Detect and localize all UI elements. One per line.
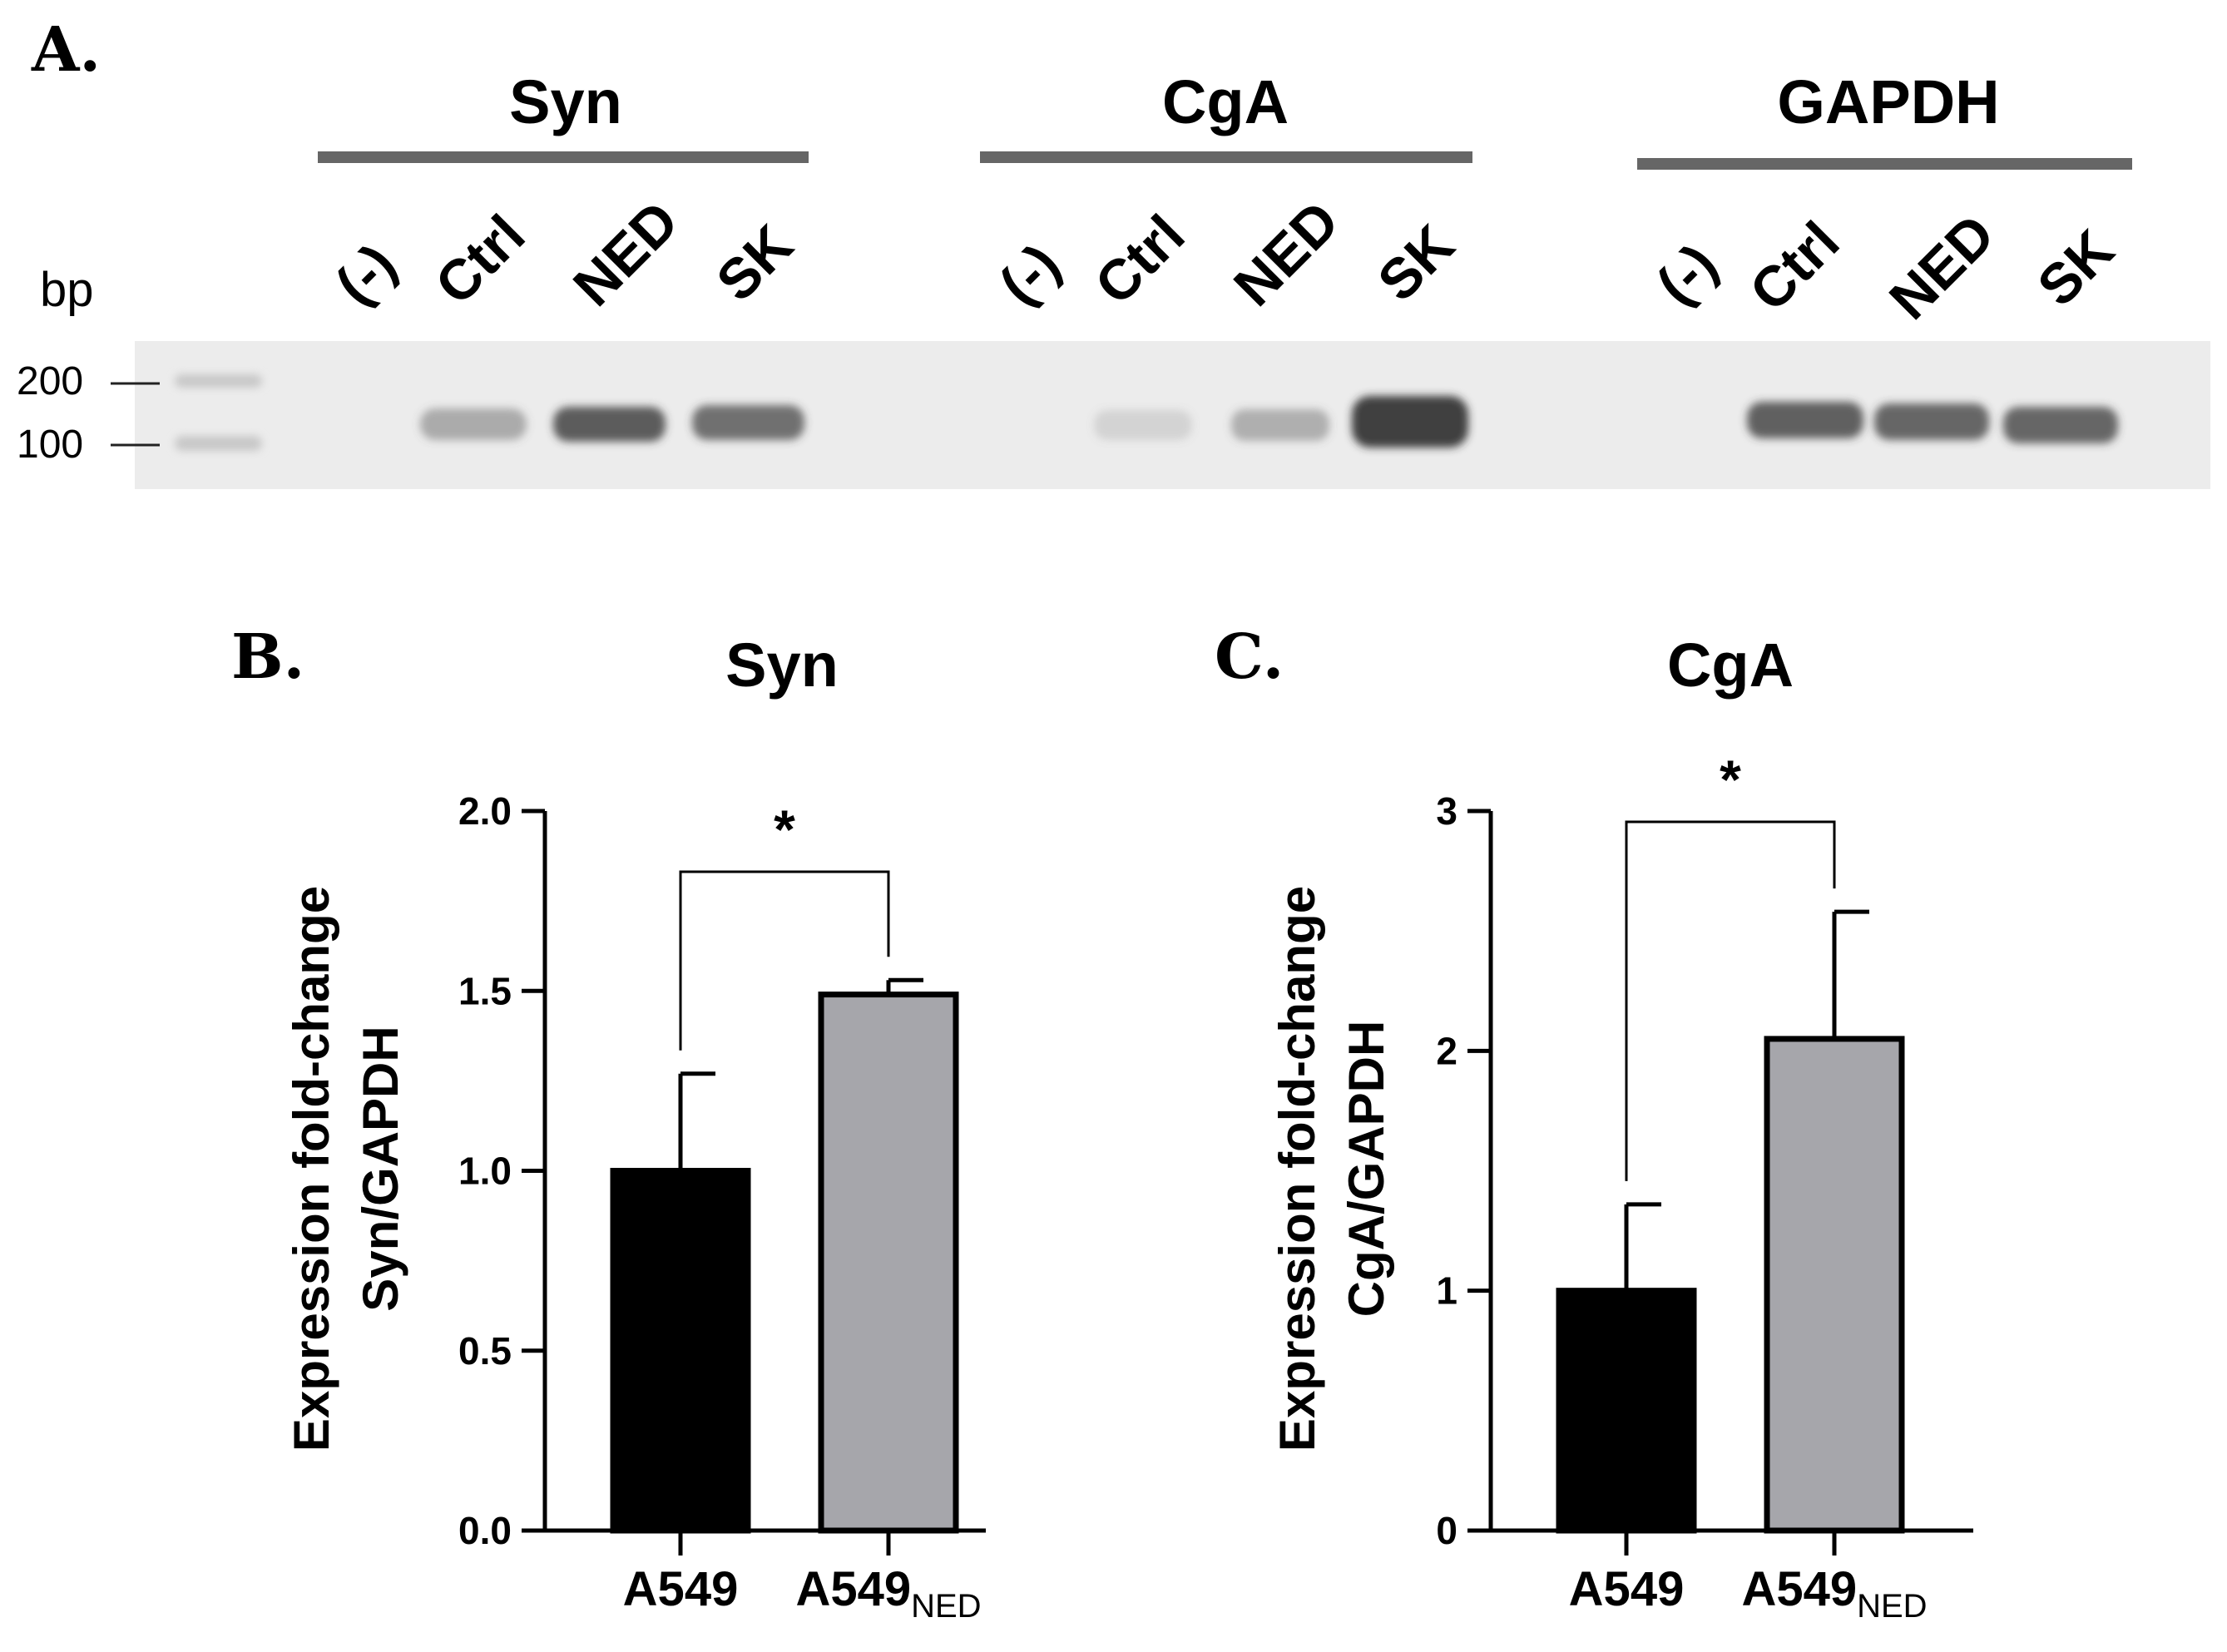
lane-label: NED bbox=[1878, 202, 2007, 331]
x-tick-label: A549NED bbox=[795, 1562, 981, 1625]
group-bar bbox=[980, 151, 1472, 163]
y-tick-label: 1 bbox=[1436, 1269, 1457, 1313]
x-tick-label: A549 bbox=[623, 1562, 739, 1616]
lane-label: Ctrl bbox=[1083, 203, 1197, 317]
panel-b-label: B. bbox=[231, 621, 304, 693]
ladder-band-200 bbox=[175, 374, 262, 388]
y-tick-label: 2.0 bbox=[458, 789, 512, 833]
panel-c-label: C. bbox=[1215, 621, 1284, 693]
y-tick-label: 0.0 bbox=[458, 1509, 512, 1552]
significance-marker: * bbox=[1720, 749, 1741, 810]
gel-band-syn-ned bbox=[553, 407, 666, 442]
significance-bracket bbox=[1625, 820, 1836, 1181]
y-tick-label: 1.5 bbox=[458, 969, 512, 1012]
marker-200-label: 200 bbox=[17, 359, 83, 403]
gel-band-syn-ctrl bbox=[420, 408, 527, 440]
x-tick-label: A549 bbox=[1569, 1562, 1685, 1616]
gel-band-cga-ned bbox=[1231, 409, 1329, 441]
y-axis-label: Expression fold-change bbox=[1269, 886, 1325, 1452]
marker-100-label: 100 bbox=[17, 423, 83, 467]
chart-syn: Syn Expression fold-change Syn/GAPDH 0.0 0.5… bbox=[284, 631, 986, 1625]
lane-label: NED bbox=[1222, 189, 1351, 318]
gel-band-gapdh-ned bbox=[1874, 403, 1989, 440]
lane-label: SK bbox=[2026, 218, 2126, 319]
panel-a: A. bp 200 100 Syn (-) Ctrl NED SK CgA (-… bbox=[17, 14, 2210, 489]
lane-label: NED bbox=[562, 189, 690, 318]
y-tick-label: 2 bbox=[1436, 1029, 1457, 1072]
ladder-band-100 bbox=[175, 436, 262, 451]
group-title: CgA bbox=[1162, 67, 1289, 136]
y-tick-label: 0.5 bbox=[458, 1329, 512, 1373]
gel-band-syn-sk bbox=[692, 405, 804, 440]
bar bbox=[818, 992, 959, 1534]
bar bbox=[610, 1168, 751, 1534]
panel-a-label: A. bbox=[31, 14, 101, 86]
y-axis-label: Expression fold-change bbox=[284, 886, 339, 1452]
lane-label: (-) bbox=[324, 232, 408, 317]
x-tick-label: A549NED bbox=[1741, 1562, 1927, 1625]
significance-marker: * bbox=[774, 799, 795, 860]
bp-label: bp bbox=[40, 263, 94, 317]
bar bbox=[1556, 1288, 1697, 1534]
y-tick-label: 3 bbox=[1436, 789, 1457, 833]
gel-band-cga-sk bbox=[1352, 396, 1468, 448]
lane-label: Ctrl bbox=[423, 203, 537, 317]
chart-title: CgA bbox=[1667, 631, 1794, 700]
bar bbox=[1764, 1036, 1905, 1534]
chart-cga: CgA Expression fold-change CgA/GAPDH 0 1 2 3 A5… bbox=[1269, 631, 1973, 1625]
group-title: GAPDH bbox=[1777, 67, 1999, 136]
lane-label: (-) bbox=[987, 232, 1072, 317]
y-axis-label-2: Syn/GAPDH bbox=[353, 1026, 408, 1311]
y-axis-label-2: CgA/GAPDH bbox=[1339, 1021, 1394, 1318]
y-tick-label: 0 bbox=[1436, 1509, 1457, 1552]
group-title: Syn bbox=[509, 67, 622, 136]
group-bar bbox=[318, 151, 809, 163]
gel-band-gapdh-sk bbox=[2003, 407, 2118, 443]
gel-band-cga-ctrl bbox=[1094, 410, 1192, 440]
lane-label: SK bbox=[705, 213, 805, 314]
significance-bracket bbox=[679, 870, 890, 1051]
chart-title: Syn bbox=[725, 631, 839, 700]
lane-label: SK bbox=[1366, 213, 1467, 314]
lane-label: (-) bbox=[1645, 232, 1730, 317]
y-tick-label: 1.0 bbox=[458, 1150, 512, 1193]
group-bar bbox=[1637, 158, 2132, 170]
gel-band-gapdh-ctrl bbox=[1747, 402, 1863, 438]
lane-label: Ctrl bbox=[1738, 210, 1852, 324]
